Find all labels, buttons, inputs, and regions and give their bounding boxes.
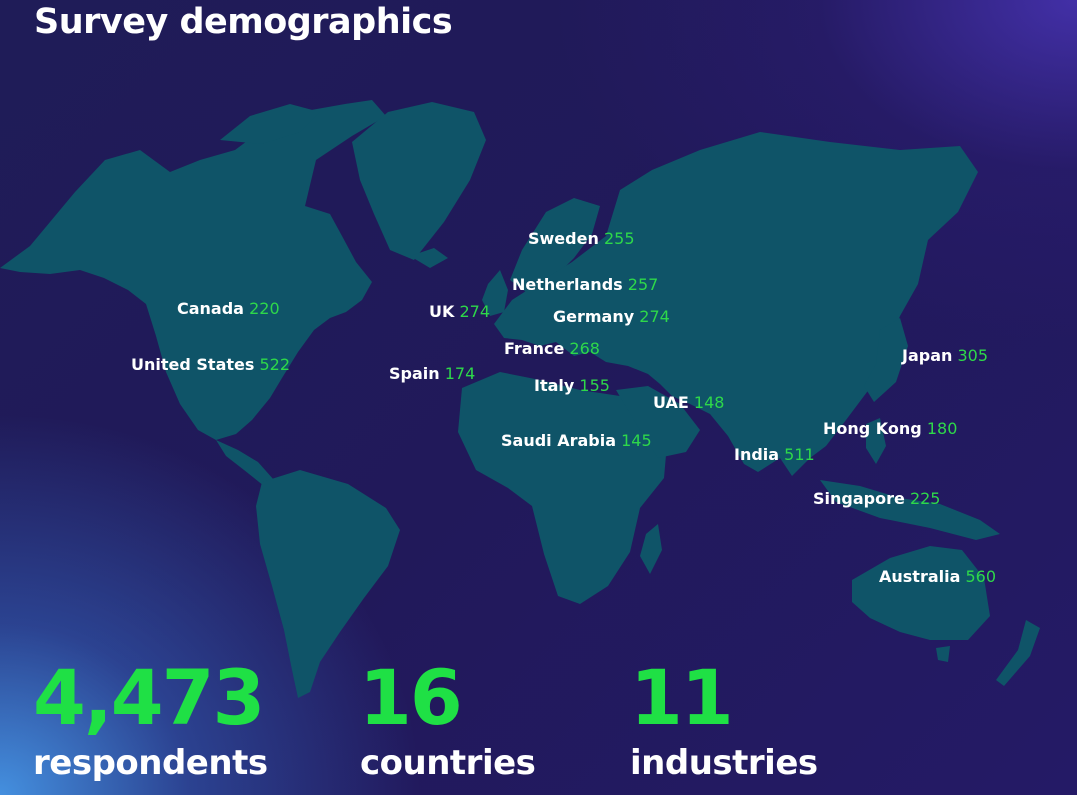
country-label-netherlands: Netherlands 257	[512, 275, 658, 295]
country-name: UAE	[653, 393, 689, 412]
country-label-japan: Japan 305	[902, 346, 988, 366]
indonesia-islands	[820, 480, 1000, 540]
country-count: 511	[784, 445, 815, 464]
country-name: France	[504, 339, 565, 358]
country-label-india: India 511	[734, 445, 815, 465]
country-label-canada: Canada 220	[177, 299, 280, 319]
country-count: 255	[603, 229, 635, 248]
country-count: 225	[909, 489, 941, 508]
country-count: 148	[693, 393, 725, 412]
country-name: United States	[131, 355, 255, 374]
country-name: Hong Kong	[823, 419, 922, 438]
country-label-italy: Italy 155	[534, 376, 610, 396]
philippines-islands	[866, 418, 886, 464]
country-count: 174	[444, 364, 476, 383]
country-label-australia: Australia 560	[879, 567, 996, 587]
country-count: 180	[926, 419, 958, 438]
country-name: Sweden	[528, 229, 599, 248]
respondents-label: respondents	[33, 743, 268, 783]
industries-label: industries	[630, 743, 818, 783]
iceland-landmass	[410, 248, 448, 268]
central-america-landmass	[216, 440, 274, 486]
country-label-spain: Spain 174	[389, 364, 475, 384]
uk-landmass	[482, 270, 508, 316]
country-name: India	[734, 445, 780, 464]
countries-label: countries	[360, 743, 536, 783]
country-label-hong-kong: Hong Kong 180	[823, 419, 957, 439]
country-label-singapore: Singapore 225	[813, 489, 940, 509]
tasmania-landmass	[936, 646, 950, 662]
country-name: Japan	[902, 346, 953, 365]
country-name: Netherlands	[512, 275, 623, 294]
respondents-count: 4,473	[33, 653, 265, 742]
scandinavia-landmass	[510, 198, 600, 292]
arctic-islands	[220, 104, 320, 144]
country-label-france: France 268	[504, 339, 600, 359]
country-name: Canada	[177, 299, 244, 318]
country-name: Singapore	[813, 489, 905, 508]
arabia-landmass	[616, 386, 700, 458]
country-name: Australia	[879, 567, 961, 586]
country-count: 145	[621, 431, 652, 450]
country-label-united-states: United States 522	[131, 355, 290, 375]
country-label-uae: UAE 148	[653, 393, 724, 413]
page-title: Survey demographics	[34, 2, 453, 42]
country-count: 560	[965, 567, 997, 586]
country-count: 268	[569, 339, 600, 358]
country-count: 257	[627, 275, 659, 294]
country-name: Spain	[389, 364, 440, 383]
greenland-landmass	[352, 102, 486, 260]
industries-count: 11	[630, 653, 734, 742]
madagascar-landmass	[640, 524, 662, 574]
australia-landmass	[852, 546, 990, 640]
country-count: 522	[259, 355, 291, 374]
countries-count: 16	[359, 653, 463, 742]
south-america-landmass	[256, 470, 400, 698]
africa-landmass	[458, 372, 668, 604]
country-count: 274	[639, 307, 670, 326]
country-name: UK	[429, 302, 455, 321]
north-america-landmass	[0, 100, 386, 440]
country-count: 274	[459, 302, 491, 321]
country-label-germany: Germany 274	[553, 307, 670, 327]
country-count: 155	[579, 376, 610, 395]
country-count: 220	[249, 299, 280, 318]
new-zealand-landmass	[996, 620, 1040, 686]
country-count: 305	[957, 346, 989, 365]
country-label-uk: UK 274	[429, 302, 490, 322]
country-label-sweden: Sweden 255	[528, 229, 635, 249]
eurasia-landmass	[494, 132, 978, 476]
country-name: Italy	[534, 376, 575, 395]
japan-landmass	[864, 318, 908, 402]
country-name: Germany	[553, 307, 635, 326]
country-name: Saudi Arabia	[501, 431, 617, 450]
country-label-saudi-arabia: Saudi Arabia 145	[501, 431, 652, 451]
